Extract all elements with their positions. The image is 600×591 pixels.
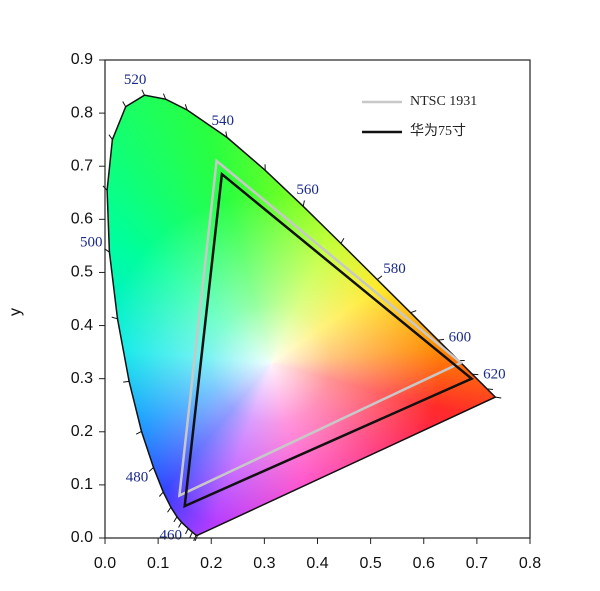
- wavelength-label: 580: [383, 261, 406, 277]
- locus-tick: [410, 310, 417, 314]
- locus-tick: [108, 134, 113, 140]
- x-tick-label: 0.5: [360, 555, 382, 572]
- locus-tick: [158, 491, 164, 497]
- y-tick-label: 0.1: [71, 476, 93, 493]
- locus-tick: [376, 275, 383, 280]
- legend-label: 华为75寸: [410, 123, 466, 139]
- locus-tick: [178, 521, 182, 528]
- gamut-gradient: [107, 95, 496, 536]
- x-tick-label: 0.4: [306, 555, 328, 572]
- locus-tick: [184, 104, 188, 111]
- x-tick-label: 0.7: [466, 555, 488, 572]
- locus-tick: [148, 467, 154, 472]
- locus-tick: [141, 89, 145, 96]
- gamut-triangle: [177, 158, 464, 498]
- wavelength-label: 460: [159, 528, 182, 544]
- y-tick-label: 0.9: [71, 51, 93, 68]
- locus-tick: [495, 396, 502, 399]
- y-tick-label: 0.5: [71, 264, 93, 281]
- y-axis-label: y: [7, 308, 24, 316]
- wavelength-label: 540: [212, 113, 235, 129]
- gamut-triangle: [183, 171, 474, 509]
- wavelength-label: 620: [483, 367, 506, 383]
- locus-tick: [340, 237, 345, 244]
- locus-tick: [123, 380, 130, 383]
- locus-tick: [302, 200, 305, 207]
- locus-tick: [225, 131, 228, 138]
- y-tick-label: 0.7: [71, 157, 93, 174]
- locus-tick: [122, 101, 127, 107]
- locus-tick: [189, 531, 193, 538]
- locus-tick: [173, 516, 178, 523]
- wavelength-label: 480: [126, 470, 149, 486]
- wavelength-label: 600: [449, 329, 472, 345]
- x-tick-label: 0.2: [200, 555, 222, 572]
- x-tick-label: 0.6: [413, 555, 435, 572]
- y-tick-label: 0.2: [71, 423, 93, 440]
- locus-tick: [162, 93, 167, 100]
- y-tick-label: 0.4: [71, 317, 93, 334]
- wavelength-label: 500: [80, 234, 103, 250]
- locus-tick: [438, 338, 445, 341]
- locus-tick: [486, 388, 493, 391]
- legend-label: NTSC 1931: [410, 94, 477, 109]
- y-tick-label: 0.0: [71, 529, 93, 546]
- locus-tick: [185, 528, 189, 535]
- x-tick-label: 0.1: [147, 555, 169, 572]
- wavelength-label: 520: [124, 72, 147, 88]
- locus-tick: [111, 316, 118, 320]
- locus-tick: [135, 430, 142, 435]
- x-tick-label: 0.3: [253, 555, 275, 572]
- y-tick-label: 0.6: [71, 211, 93, 228]
- x-tick-label: 0.8: [519, 555, 541, 572]
- y-tick-label: 0.3: [71, 370, 93, 387]
- y-tick-label: 0.8: [71, 104, 93, 121]
- x-tick-label: 0.0: [94, 555, 116, 572]
- locus-tick: [167, 507, 172, 513]
- wavelength-label: 560: [296, 182, 319, 198]
